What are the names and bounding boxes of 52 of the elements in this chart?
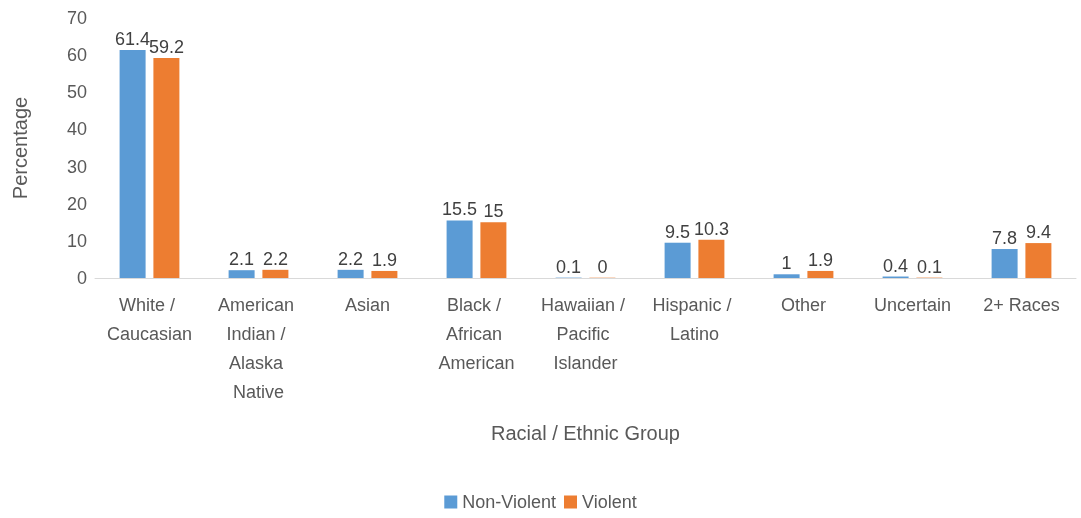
bar (228, 270, 255, 278)
y-tick-label: 10 (66, 230, 87, 251)
x-tick-label: Hawaiian / Pacific Islander (540, 294, 631, 373)
y-tick-label: 0 (76, 268, 87, 288)
bar (807, 270, 834, 278)
bar (371, 270, 398, 278)
x-tick-label: 2+ Races (983, 294, 1060, 315)
bar (153, 58, 180, 278)
x-axis-title: Racial / Ethnic Group (491, 422, 680, 444)
bar (262, 269, 289, 278)
data-label: 10.3 (693, 218, 729, 239)
data-label: 1.9 (807, 249, 833, 270)
y-tick-label: 70 (66, 8, 87, 28)
y-tick-label: 50 (66, 82, 87, 103)
y-tick-label: 20 (66, 193, 87, 214)
x-tick-label: Other (780, 294, 827, 315)
bar (991, 249, 1018, 278)
bar (119, 49, 146, 278)
y-tick-label: 40 (66, 119, 87, 140)
data-label: 1.9 (371, 249, 397, 270)
data-label: 9.5 (665, 221, 691, 242)
bar (446, 220, 473, 278)
data-label: 61.4 (115, 28, 151, 49)
data-label: 15.5 (442, 199, 478, 220)
data-label: 0 (597, 256, 608, 277)
x-tick-label: Uncertain (873, 294, 952, 315)
data-label: 7.8 (992, 228, 1018, 249)
bar (698, 239, 725, 278)
data-label: 15 (483, 201, 504, 222)
bar (1025, 243, 1052, 278)
data-label: 2.2 (338, 248, 364, 269)
x-tick-label: Asian (344, 294, 391, 315)
y-tick-label: 30 (66, 156, 87, 177)
bar (480, 222, 507, 278)
data-label: 2.2 (262, 248, 288, 269)
bar (337, 269, 364, 278)
x-tick-label: Hispanic / Latino (652, 294, 737, 344)
legend-label: Non-Violent (462, 492, 557, 512)
data-label: 9.4 (1025, 222, 1051, 243)
bar (664, 242, 691, 278)
data-label: 0.1 (556, 256, 582, 277)
data-label: 0.1 (916, 256, 942, 277)
bar (773, 274, 800, 278)
x-tick-label: Black / African American (438, 294, 515, 373)
data-label: 1 (781, 253, 792, 274)
y-tick-label: 60 (66, 45, 87, 66)
data-label: 0.4 (883, 255, 909, 276)
x-tick-label: American Indian / Alaska Native (217, 294, 300, 402)
legend-label: Violent (582, 492, 637, 512)
data-label: 2.1 (229, 249, 255, 270)
y-axis-title: Percentage (9, 96, 31, 200)
x-tick-label: White / Caucasian (106, 294, 193, 344)
